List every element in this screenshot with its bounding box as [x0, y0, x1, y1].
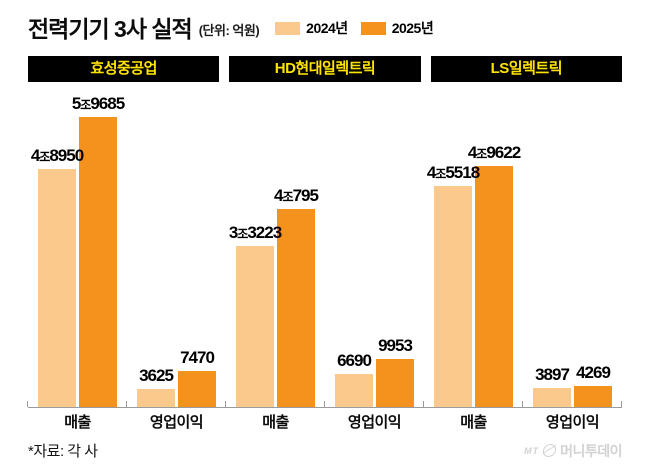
bar-value-label: 5조9685: [71, 94, 125, 113]
bar-value-label: 4조795: [274, 186, 319, 205]
axis-tick: [224, 401, 226, 407]
bar-2025-1-0: 4조795: [274, 186, 319, 407]
axis-tick: [324, 401, 325, 407]
bar-2025-0-0: 5조9685: [72, 94, 125, 407]
company-headers: 효성중공업 HD현대일렉트릭 LS일렉트릭: [28, 56, 622, 82]
legend: 2024년 2025년: [275, 18, 434, 38]
company-header-ls-electric: LS일렉트릭: [430, 56, 622, 82]
bar-group-1-0: 3조3223 4조795: [226, 82, 325, 407]
bar-value-label: 3조3223: [228, 223, 282, 242]
bar-2025-2-1: 4269: [574, 363, 612, 407]
plot-area: 4조8950 5조9685 3625 7470 3조3223 4조795 6690 9953 4…: [27, 82, 622, 408]
axis-tick: [422, 401, 424, 407]
source-note: *자료: 각 사: [28, 443, 98, 460]
legend-swatch-2024: [275, 21, 301, 35]
bar-2024-1-1: 6690: [335, 351, 373, 407]
bar-2025-2-0: 4조9622: [468, 143, 521, 407]
unit-note: (단위: 억원): [198, 22, 260, 38]
bar-value-label: 4조5518: [426, 163, 480, 182]
bar-2024-2-1: 3897: [533, 365, 571, 407]
bar-group-2-1: 3897 4269: [523, 82, 622, 407]
bar-2024-0-0: 4조8950: [31, 146, 84, 407]
company-header-hd-hyundai-electric: HD현대일렉트릭: [229, 56, 421, 82]
axis-label-0-0: 매출: [64, 413, 91, 431]
bar-2024-0-1: 3625: [137, 366, 175, 407]
axis-label-1-0: 매출: [262, 413, 289, 431]
watermark-mt-label: MT: [524, 445, 540, 456]
chart-title: 전력기기 3사 실적: [28, 16, 193, 42]
footer-row: *자료: 각 사 MT 머니투데이: [28, 440, 622, 461]
bar-value-label: 4조9622: [467, 143, 521, 162]
axis-tick: [125, 401, 127, 407]
bar-2025-0-1: 7470: [178, 348, 216, 407]
bar-value-label: 3897: [535, 365, 570, 384]
legend-label-2024: 2024년: [306, 20, 348, 36]
bar-2024-1-0: 3조3223: [229, 223, 282, 407]
axis-tick: [27, 401, 28, 407]
moneytoday-logo-icon: [541, 444, 558, 457]
axis-tick: [621, 401, 622, 407]
bar-value-label: 7470: [180, 348, 215, 367]
bar-group-2-0: 4조5518 4조9622: [424, 82, 523, 407]
bar-value-label: 4269: [576, 363, 611, 382]
bar-2025-1-1: 9953: [376, 336, 414, 407]
axis-tick: [522, 401, 523, 407]
watermark-name: 머니투데이: [560, 442, 622, 459]
bar-value-label: 6690: [337, 351, 372, 370]
bar-value-label: 3625: [139, 366, 174, 385]
title-row: 전력기기 3사 실적 (단위: 억원) 2024년 2025년: [28, 12, 622, 42]
bar-group-0-1: 3625 7470: [127, 82, 226, 407]
axis-label-2-1: 영업이익: [545, 413, 600, 431]
axis-labels: 매출 영업이익 매출 영업이익 매출 영업이익: [28, 408, 622, 434]
axis-label-0-1: 영업이익: [149, 413, 204, 431]
bar-value-label: 4조8950: [30, 146, 84, 165]
bar-2024-2-0: 4조5518: [427, 163, 480, 407]
company-header-hyosung: 효성중공업: [28, 56, 220, 82]
legend-swatch-2025: [360, 21, 386, 35]
bar-group-0-0: 4조8950 5조9685: [28, 82, 127, 407]
watermark: MT 머니투데이: [524, 441, 622, 461]
bar-value-label: 9953: [378, 336, 413, 355]
axis-label-2-0: 매출: [460, 413, 487, 431]
legend-label-2025: 2025년: [391, 20, 434, 36]
axis-label-1-1: 영업이익: [347, 413, 402, 431]
bar-group-1-1: 6690 9953: [325, 82, 424, 407]
